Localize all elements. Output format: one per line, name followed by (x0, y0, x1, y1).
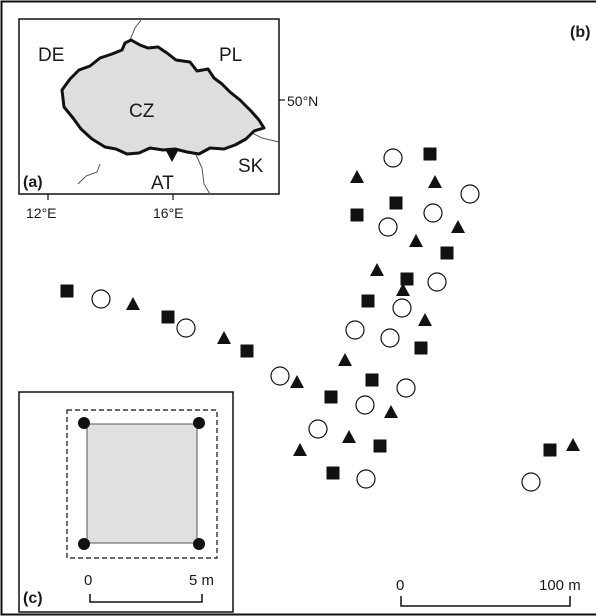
plot-symbol-circle (392, 298, 412, 318)
plot-symbol-triangle (217, 331, 231, 344)
plot-symbol-circle (355, 395, 375, 415)
plot-symbol-circle (308, 419, 328, 439)
lon-label-12: 12°E (26, 205, 57, 221)
corner-marker (78, 417, 90, 429)
plot-symbol-square (361, 294, 375, 308)
neighbour-borders (77, 19, 280, 195)
plot-symbol-square (326, 466, 340, 480)
country-label-de: DE (38, 45, 64, 66)
plot-symbol-square (373, 439, 387, 453)
plot-symbol-triangle (396, 283, 410, 296)
plot-core-area (86, 423, 198, 544)
corner-marker (78, 538, 90, 550)
plot-symbols (60, 147, 580, 492)
plot-symbol-circle (176, 318, 196, 338)
plot-symbol-square (400, 272, 414, 286)
plot-symbol-triangle (370, 263, 384, 276)
main-scale-bar: 0 100 m (396, 577, 581, 607)
main-scale-label-0: 0 (396, 577, 404, 594)
main-scale-bar-line (400, 596, 571, 607)
plot-symbol-triangle (293, 443, 307, 456)
country-label-sk: SK (238, 156, 264, 177)
plot-symbol-square (60, 284, 74, 298)
inset-c-scale-label-0: 0 (84, 572, 92, 589)
panel-label-c: (c) (23, 590, 43, 607)
study-site-marker (165, 149, 179, 162)
plot-symbol-circle (396, 378, 416, 398)
plot-symbol-square (240, 344, 254, 358)
plot-symbol-square (414, 341, 428, 355)
plot-symbol-square (440, 246, 454, 260)
plot-symbol-triangle (342, 430, 356, 443)
plot-symbol-circle (345, 320, 365, 340)
plot-outer-boundary (66, 409, 218, 559)
plot-symbol-triangle (384, 405, 398, 418)
plot-symbol-circle (91, 289, 111, 309)
plot-symbol-triangle (428, 175, 442, 188)
lon-label-16: 16°E (153, 205, 184, 221)
plot-symbol-square (543, 443, 557, 457)
plot-symbol-triangle (566, 438, 580, 451)
inset-c-scale-label-5m: 5 m (189, 572, 214, 589)
plot-symbol-circle (521, 472, 541, 492)
plot-symbol-triangle (418, 313, 432, 326)
plot-symbol-triangle (126, 297, 140, 310)
country-label-at: AT (151, 173, 174, 194)
plot-symbol-square (161, 310, 175, 324)
inset-c: 0 5 m (c) (18, 391, 234, 613)
plot-symbol-circle (460, 184, 480, 204)
inset-a: DE PL CZ AT SK (a) 50°N 12°E 16°E (18, 18, 318, 221)
plot-symbol-circle (378, 217, 398, 237)
plot-symbol-circle (383, 148, 403, 168)
plot-symbol-triangle (338, 353, 352, 366)
plot-symbol-circle (427, 272, 447, 292)
country-label-pl: PL (219, 45, 242, 66)
plot-symbol-circle (423, 203, 443, 223)
plot-symbol-square (389, 196, 403, 210)
corner-marker (193, 538, 205, 550)
panel-label-b: (b) (570, 24, 590, 41)
lat-label: 50°N (287, 93, 318, 109)
plot-symbol-circle (270, 366, 290, 386)
plot-symbol-triangle (350, 170, 364, 183)
country-label-cz: CZ (129, 101, 155, 122)
plot-symbol-square (365, 373, 379, 387)
cz-outline (60, 38, 266, 156)
corner-marker (193, 417, 205, 429)
inset-c-scale-bar (89, 594, 203, 603)
plot-symbol-circle (380, 328, 400, 348)
plot-symbol-triangle (290, 375, 304, 388)
plot-symbol-square (350, 208, 364, 222)
panel-label-a: (a) (23, 174, 43, 191)
plot-symbol-square (423, 147, 437, 161)
plot-symbol-triangle (451, 220, 465, 233)
plot-symbol-triangle (409, 234, 423, 247)
plot-symbol-circle (356, 469, 376, 489)
main-scale-label-100m: 100 m (539, 577, 581, 594)
plot-symbol-square (324, 390, 338, 404)
